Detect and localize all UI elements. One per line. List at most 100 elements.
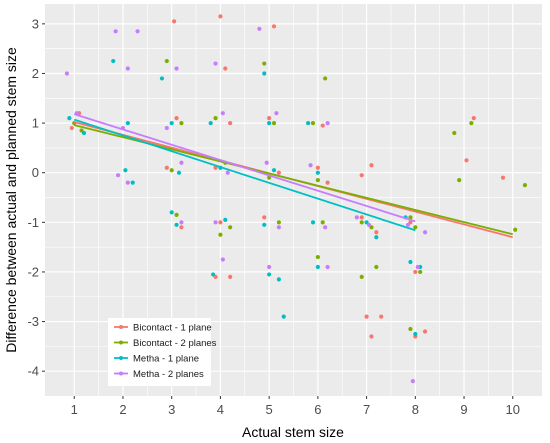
data-point: [469, 120, 474, 126]
data-point: [159, 76, 165, 81]
y-tick-label: -2: [27, 264, 39, 279]
data-point: [310, 220, 316, 225]
x-tick-label: 10: [506, 402, 520, 417]
data-point: [281, 314, 286, 319]
legend-key-point: [119, 325, 123, 329]
data-point: [315, 264, 320, 270]
data-point: [408, 215, 413, 220]
data-point: [323, 225, 328, 230]
data-point: [366, 222, 372, 227]
legend-label: Bicontact - 2 planes: [133, 338, 217, 349]
data-point: [359, 220, 364, 225]
data-point: [176, 170, 182, 175]
data-point: [115, 173, 121, 178]
data-point: [310, 120, 316, 126]
data-point: [413, 331, 418, 337]
data-point: [452, 130, 457, 136]
y-tick-label: -1: [27, 215, 39, 230]
data-point: [164, 58, 169, 64]
trend-lines: [73, 113, 513, 239]
data-point: [276, 225, 281, 230]
data-point: [208, 120, 213, 126]
data-point: [276, 170, 281, 175]
data-point: [257, 26, 262, 31]
data-point: [379, 314, 384, 319]
data-point: [169, 210, 174, 215]
data-point: [125, 66, 130, 71]
data-point: [354, 215, 359, 220]
x-tick-label: 8: [412, 402, 419, 417]
y-tick-label: 0: [32, 165, 39, 180]
data-point: [369, 334, 374, 339]
data-point: [276, 277, 281, 282]
data-point: [69, 125, 74, 131]
trend-line: [73, 113, 416, 223]
data-point: [174, 212, 179, 217]
x-tick-label: 7: [363, 402, 370, 417]
data-point: [123, 168, 128, 173]
data-point: [218, 220, 223, 225]
data-point: [271, 24, 277, 29]
data-point: [471, 116, 476, 121]
x-tick-label: 1: [71, 402, 78, 417]
data-point: [262, 61, 267, 66]
data-point: [320, 123, 325, 128]
data-point: [174, 116, 179, 121]
data-point: [264, 160, 269, 165]
data-point: [174, 66, 179, 71]
data-point: [359, 274, 364, 280]
y-tick-label: -3: [27, 314, 39, 329]
data-point: [228, 274, 233, 280]
data-point: [315, 165, 320, 170]
grid: [45, 4, 542, 396]
data-point: [225, 170, 230, 175]
data-point: [179, 120, 184, 126]
data-point: [271, 168, 277, 173]
data-point: [422, 230, 428, 235]
data-points: [64, 14, 528, 384]
data-point: [408, 326, 413, 332]
data-point: [422, 329, 428, 334]
data-point: [262, 222, 267, 227]
x-tick-label: 9: [460, 402, 467, 417]
data-point: [228, 120, 233, 126]
data-point: [262, 71, 267, 76]
data-point: [125, 180, 130, 185]
data-point: [276, 220, 281, 225]
data-point: [135, 29, 140, 34]
data-point: [220, 257, 225, 262]
data-point: [267, 264, 272, 270]
x-axis-ticks: 1 2 3 4 5 6 7 8 9 10: [71, 396, 520, 417]
data-point: [223, 66, 228, 71]
data-point: [218, 14, 223, 19]
data-point: [174, 222, 179, 227]
data-point: [172, 19, 177, 24]
data-point: [513, 227, 518, 232]
x-tick-label: 4: [217, 402, 224, 417]
data-point: [325, 120, 330, 126]
data-point: [320, 220, 325, 225]
data-point: [500, 175, 506, 180]
data-point: [267, 120, 272, 126]
legend-label: Metha - 1 plane: [133, 354, 199, 365]
data-point: [522, 183, 528, 188]
data-point: [413, 225, 418, 230]
x-tick-label: 2: [119, 402, 126, 417]
y-axis-title: Difference between actual and planned st…: [3, 47, 19, 353]
legend: Bicontact - 1 plane Bicontact - 2 planes M…: [108, 318, 217, 386]
data-point: [223, 217, 228, 222]
legend-key-point: [119, 371, 123, 376]
data-point: [211, 272, 216, 277]
legend-label: Bicontact - 1 plane: [133, 323, 212, 334]
data-point: [262, 215, 267, 220]
data-point: [271, 120, 277, 126]
data-point: [306, 120, 311, 126]
trend-line: [73, 118, 416, 232]
y-tick-label: -4: [27, 364, 39, 379]
x-tick-label: 6: [314, 402, 321, 417]
data-point: [213, 61, 218, 66]
data-point: [169, 168, 174, 173]
data-point: [374, 230, 379, 235]
data-point: [323, 76, 328, 81]
